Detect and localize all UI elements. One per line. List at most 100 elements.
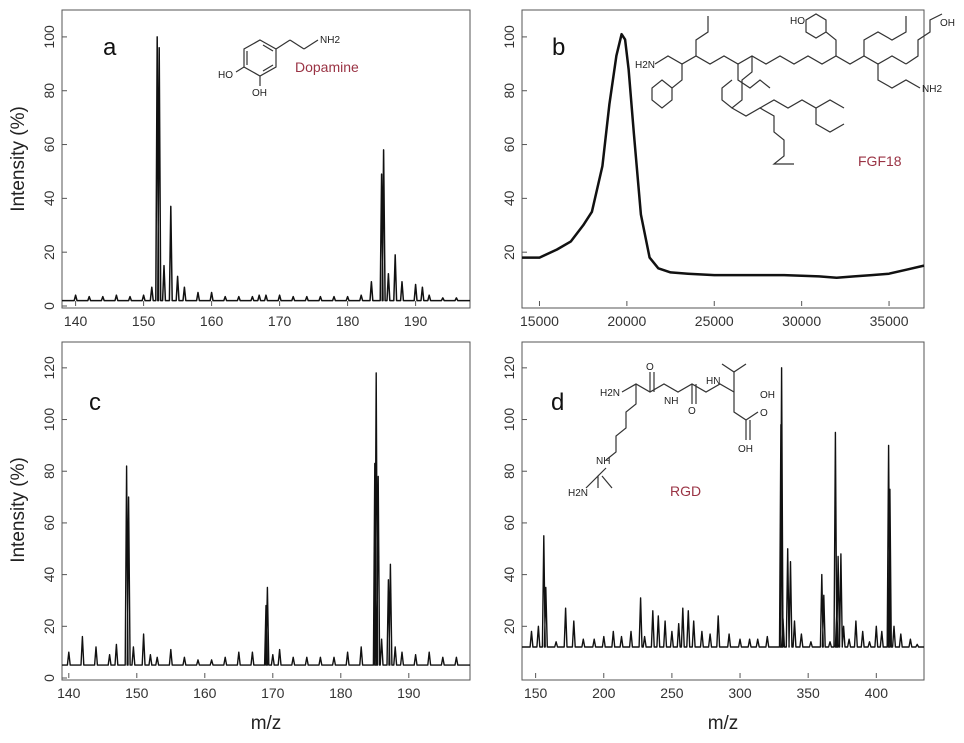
panel-a-x-tick-label: 150	[132, 313, 156, 329]
panel-d-y-tick-label: 20	[501, 618, 517, 634]
panel-c-y-tick-label: 120	[41, 356, 57, 380]
panel-b-frame	[521, 9, 925, 309]
panel-a-letter: a	[103, 34, 117, 61]
rgd-h2n-label: H2N	[600, 388, 620, 399]
panel-a-x-tick-label: 160	[200, 313, 224, 329]
rgd-h2n-guan-label: H2N	[568, 488, 588, 499]
panel-b-x-tick-label: 35000	[870, 313, 909, 329]
panel-b-y-tick-label: 40	[501, 190, 517, 206]
panel-c-x-ticks: 140 150 160 170 180 190	[57, 673, 421, 701]
panel-c-y-tick-label: 40	[41, 567, 57, 583]
fgf18-oh-label: OH	[940, 18, 955, 29]
panel-b-y-tick-label: 60	[501, 137, 517, 153]
panel-a-frame	[61, 9, 471, 309]
panel-c-spectrum-line	[62, 372, 470, 666]
rgd-o3-label: O	[760, 408, 768, 419]
panel-a-x-tick-label: 170	[268, 313, 292, 329]
panel-c-letter: c	[89, 389, 101, 416]
dopamine-ho-label: HO	[218, 70, 233, 81]
rgd-o1-label: O	[646, 362, 654, 373]
panel-c-x-tick-label: 140	[57, 685, 81, 701]
panel-d-x-tick-label: 250	[660, 685, 684, 701]
panel-a-y-tick-label: 20	[41, 244, 57, 260]
panel-d-spectrum-line	[522, 367, 924, 648]
panel-c-x-tick-label: 160	[193, 685, 217, 701]
panel-d-letter: d	[551, 389, 564, 416]
panel-a-compound-name: Dopamine	[295, 59, 359, 75]
fgf18-nh2-right-label: NH2	[922, 84, 942, 95]
panel-c-y-label: Intensity (%)	[8, 457, 29, 563]
dopamine-nh2-label: NH2	[320, 35, 340, 46]
fgf18-structure: H2N NH2 HO OH	[635, 13, 955, 165]
panel-a-y-tick-label: 40	[41, 190, 57, 206]
panel-d-y-ticks: 20 40 60 80 100 120	[501, 356, 527, 634]
panel-b-letter: b	[552, 34, 565, 61]
panel-b-x-tick-label: 30000	[782, 313, 821, 329]
panel-b-compound-name: FGF18	[858, 153, 902, 169]
panel-d-spectrum	[522, 367, 924, 648]
panel-d-y-tick-label: 60	[501, 515, 517, 531]
panel-c-x-tick-label: 190	[397, 685, 421, 701]
rgd-structure: H2N NH HN NH H2N OH OH O O O	[568, 362, 775, 499]
rgd-nh-guan-label: NH	[596, 456, 610, 467]
panel-c-y-tick-label: 60	[41, 515, 57, 531]
panel-b-spectrum-line	[522, 32, 925, 279]
panel-b-x-tick-label: 15000	[520, 313, 559, 329]
panel-a-y-tick-label: 0	[41, 302, 57, 310]
panel-c-y-tick-label: 0	[41, 674, 57, 682]
panel-c-y-tick-label: 100	[41, 408, 57, 432]
panel-d-x-tick-label: 150	[524, 685, 548, 701]
panel-d-x-ticks: 150 200 250 300 350 400	[524, 673, 888, 701]
panel-a-spectrum-line	[62, 36, 470, 302]
panel-a-y-ticks: 0 20 40 60 80 100	[41, 25, 67, 310]
panel-a-y-tick-label: 100	[41, 25, 57, 49]
panel-c-y-tick-label: 20	[41, 618, 57, 634]
panel-c-x-tick-label: 150	[125, 685, 149, 701]
rgd-oh2-label: OH	[738, 444, 753, 455]
panel-d-y-tick-label: 80	[501, 463, 517, 479]
fgf18-nh2-left-label: H2N	[635, 60, 655, 71]
rgd-o2-label: O	[688, 406, 696, 417]
panel-c-x-label: m/z	[251, 713, 282, 734]
panel-d-frame	[521, 341, 925, 681]
panel-c-frame	[61, 341, 471, 681]
panel-d-x-tick-label: 200	[592, 685, 616, 701]
fgf18-ho-label: HO	[790, 16, 805, 27]
panel-a-spectrum	[62, 36, 470, 302]
panel-c-spectrum	[62, 372, 470, 666]
panel-c-y-tick-label: 80	[41, 463, 57, 479]
panel-b: b 15000 20000 25000 30000 35000 20406080100 …	[501, 9, 955, 329]
panel-a-x-ticks: 140 150 160 170 180 190	[64, 301, 428, 329]
panel-b-y-tick-label: 20	[501, 244, 517, 260]
panel-c-x-tick-label: 170	[261, 685, 285, 701]
panel-d-y-tick-label: 120	[501, 356, 517, 380]
panel-b-y-tick-label: 80	[501, 83, 517, 99]
panel-b-x-ticks: 15000 20000 25000 30000 35000	[520, 301, 909, 329]
dopamine-structure: NH2 HO OH	[218, 35, 340, 99]
panel-a-x-tick-label: 180	[336, 313, 360, 329]
rgd-hn-label: HN	[706, 376, 720, 387]
panel-d-x-tick-label: 400	[865, 685, 889, 701]
panel-b-y-tick-label: 100	[501, 25, 517, 49]
panel-b-x-tick-label: 20000	[607, 313, 646, 329]
panel-d-x-tick-label: 350	[796, 685, 820, 701]
panel-a-x-tick-label: 140	[64, 313, 88, 329]
panel-b-y-ticks: 20 40 60 80 100	[501, 25, 527, 260]
panel-d-y-tick-label: 40	[501, 567, 517, 583]
panel-c: c 140 150 160 170 180 190 0 20 40 60 80 100 120 Int…	[8, 341, 471, 734]
panel-b-x-tick-label: 25000	[695, 313, 734, 329]
panel-a: a 140 150 160 170 180 190 0 20 40 60 80 100 Intens…	[8, 9, 471, 329]
panel-a-y-tick-label: 80	[41, 83, 57, 99]
panel-c-y-ticks: 0 20 40 60 80 100 120	[41, 356, 67, 682]
rgd-oh1-label: OH	[760, 390, 775, 401]
panel-d-x-tick-label: 300	[728, 685, 752, 701]
panel-d-compound-name: RGD	[670, 483, 701, 499]
panel-a-x-tick-label: 190	[404, 313, 428, 329]
panel-d-x-label: m/z	[708, 713, 739, 734]
panel-a-y-tick-label: 60	[41, 137, 57, 153]
panel-c-x-tick-label: 180	[329, 685, 353, 701]
panel-d-y-tick-label: 100	[501, 408, 517, 432]
panel-a-y-label: Intensity (%)	[8, 106, 29, 212]
